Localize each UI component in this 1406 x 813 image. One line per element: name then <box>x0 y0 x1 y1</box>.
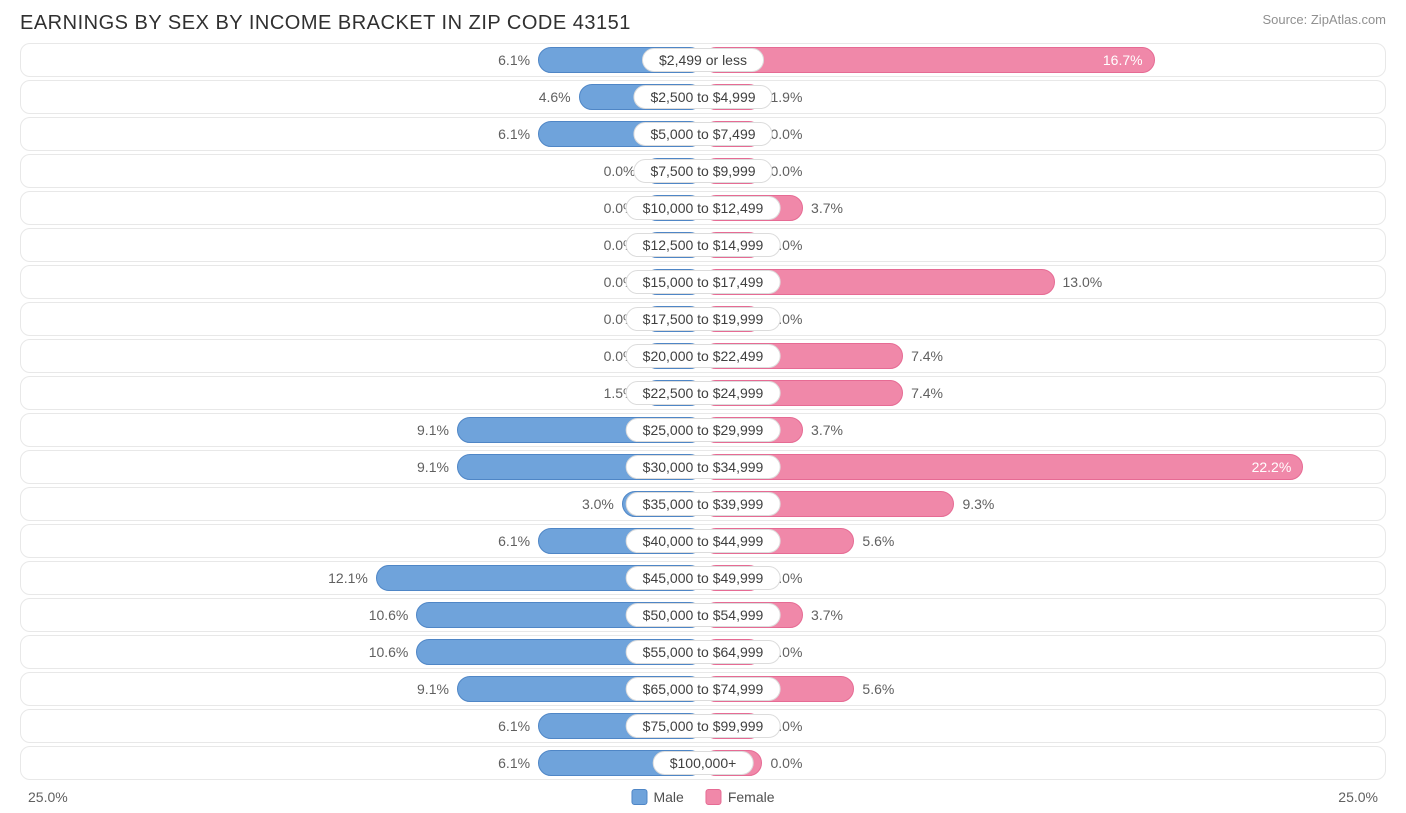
category-label: $17,500 to $19,999 <box>626 307 781 331</box>
axis-left-label: 25.0% <box>28 789 68 805</box>
category-label: $7,500 to $9,999 <box>633 159 772 183</box>
chart-row: 0.0%3.7%$10,000 to $12,499 <box>20 191 1386 225</box>
chart-row: 6.1% 0.0% $100,000+ <box>20 746 1386 780</box>
legend-swatch <box>706 789 722 805</box>
pct-male: 9.1% <box>417 681 449 697</box>
pct-male: 6.1% <box>498 718 530 734</box>
legend-label: Female <box>728 789 775 805</box>
pct-male: 6.1% <box>498 126 530 142</box>
chart-row: 0.0% 0.0%$7,500 to $9,999 <box>20 154 1386 188</box>
pct-female: 16.7% <box>1093 52 1153 68</box>
category-label: $25,000 to $29,999 <box>626 418 781 442</box>
bar-female <box>703 47 1155 73</box>
pct-male: 10.6% <box>369 607 409 623</box>
pct-male: 6.1% <box>498 52 530 68</box>
chart-row: 0.0%13.0%$15,000 to $17,499 <box>20 265 1386 299</box>
category-label: $12,500 to $14,999 <box>626 233 781 257</box>
pct-female: 9.3% <box>962 496 994 512</box>
category-label: $55,000 to $64,999 <box>626 640 781 664</box>
pct-male: 12.1% <box>328 570 368 586</box>
pct-female: 5.6% <box>862 533 894 549</box>
legend-swatch <box>631 789 647 805</box>
chart-row: 0.0%0.0%$12,500 to $14,999 <box>20 228 1386 262</box>
category-label: $65,000 to $74,999 <box>626 677 781 701</box>
pct-female: 22.2% <box>1242 459 1302 475</box>
bar-female <box>703 454 1303 480</box>
chart-row: 10.6% 3.7% $50,000 to $54,999 <box>20 598 1386 632</box>
pct-male: 0.0% <box>604 163 636 179</box>
category-label: $50,000 to $54,999 <box>626 603 781 627</box>
pct-male: 10.6% <box>369 644 409 660</box>
chart-row: 9.1% 3.7% $25,000 to $29,999 <box>20 413 1386 447</box>
category-label: $2,499 or less <box>642 48 764 72</box>
category-label: $100,000+ <box>653 751 754 775</box>
chart-row: 4.6% 1.9%$2,500 to $4,999 <box>20 80 1386 114</box>
category-label: $40,000 to $44,999 <box>626 529 781 553</box>
category-label: $20,000 to $22,499 <box>626 344 781 368</box>
axis-right-label: 25.0% <box>1338 789 1378 805</box>
category-label: $2,500 to $4,999 <box>633 85 772 109</box>
pct-male: 4.6% <box>539 89 571 105</box>
pct-female: 5.6% <box>862 681 894 697</box>
pct-female: 0.0% <box>770 126 802 142</box>
pct-female: 3.7% <box>811 607 843 623</box>
pct-male: 9.1% <box>417 422 449 438</box>
chart-title: EARNINGS BY SEX BY INCOME BRACKET IN ZIP… <box>20 12 631 35</box>
chart-row: 9.1% 22.2% $30,000 to $34,999 <box>20 450 1386 484</box>
chart-row: 3.0% 9.3% $35,000 to $39,999 <box>20 487 1386 521</box>
legend: Male Female <box>631 789 774 805</box>
chart-row: 6.1% 5.6% $40,000 to $44,999 <box>20 524 1386 558</box>
chart-row: 0.0%0.0%$17,500 to $19,999 <box>20 302 1386 336</box>
pct-female: 3.7% <box>811 422 843 438</box>
legend-label: Male <box>653 789 683 805</box>
chart-row: 6.1% 16.7% $2,499 or less <box>20 43 1386 77</box>
chart-row: 6.1% 0.0%$5,000 to $7,499 <box>20 117 1386 151</box>
pct-male: 6.1% <box>498 533 530 549</box>
pct-male: 3.0% <box>582 496 614 512</box>
chart-row: 10.6%0.0%$55,000 to $64,999 <box>20 635 1386 669</box>
chart-area: 6.1% 16.7% $2,499 or less 4.6% 1.9%$2,500 to… <box>0 43 1406 780</box>
category-label: $35,000 to $39,999 <box>626 492 781 516</box>
category-label: $30,000 to $34,999 <box>626 455 781 479</box>
chart-row: 0.0%7.4%$20,000 to $22,499 <box>20 339 1386 373</box>
pct-female: 1.9% <box>770 89 802 105</box>
pct-female: 3.7% <box>811 200 843 216</box>
pct-female: 7.4% <box>911 348 943 364</box>
category-label: $15,000 to $17,499 <box>626 270 781 294</box>
chart-row: 12.1%0.0%$45,000 to $49,999 <box>20 561 1386 595</box>
pct-male: 9.1% <box>417 459 449 475</box>
pct-female: 0.0% <box>770 163 802 179</box>
category-label: $75,000 to $99,999 <box>626 714 781 738</box>
chart-row: 9.1% 5.6% $65,000 to $74,999 <box>20 672 1386 706</box>
category-label: $5,000 to $7,499 <box>633 122 772 146</box>
legend-item: Male <box>631 789 683 805</box>
pct-male: 6.1% <box>498 755 530 771</box>
pct-female: 13.0% <box>1063 274 1103 290</box>
chart-row: 6.1%0.0%$75,000 to $99,999 <box>20 709 1386 743</box>
pct-female: 7.4% <box>911 385 943 401</box>
legend-item: Female <box>706 789 775 805</box>
category-label: $22,500 to $24,999 <box>626 381 781 405</box>
category-label: $45,000 to $49,999 <box>626 566 781 590</box>
category-label: $10,000 to $12,499 <box>626 196 781 220</box>
chart-row: 1.5%7.4%$22,500 to $24,999 <box>20 376 1386 410</box>
chart-source: Source: ZipAtlas.com <box>1262 12 1386 27</box>
pct-female: 0.0% <box>770 755 802 771</box>
